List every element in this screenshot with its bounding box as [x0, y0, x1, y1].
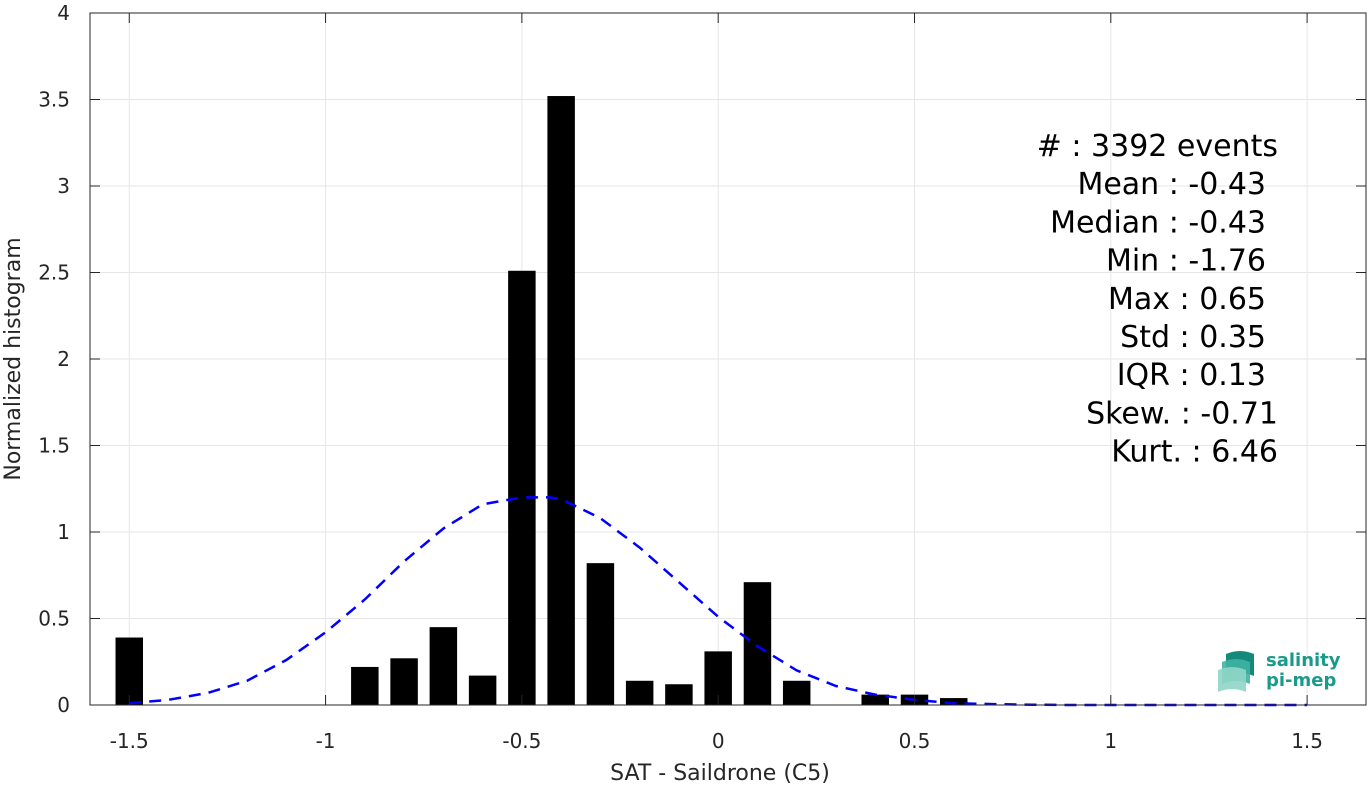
y-tick-label: 0.5: [38, 607, 70, 631]
histogram-bar: [115, 637, 144, 705]
stat-line: Min : -1.76: [1106, 244, 1266, 279]
stat-line: Std : 0.35: [1120, 320, 1266, 355]
axis-ticks: [90, 12, 1366, 706]
histogram-bar: [508, 270, 536, 705]
stat-line: Max : 0.65: [1108, 282, 1266, 317]
logo-line-1: salinity: [1266, 650, 1341, 671]
y-tick-label: 4: [57, 1, 70, 25]
normal-fit-curve: [129, 496, 1308, 707]
y-tick-label: 1.5: [38, 434, 70, 458]
histogram-bars: [115, 96, 968, 706]
x-tick-label: 0.5: [899, 729, 931, 753]
histogram-bar: [586, 563, 615, 705]
y-axis-label: Normalized histogram: [1, 237, 26, 480]
x-tick-label: -0.5: [502, 729, 541, 753]
stat-line: Kurt. : 6.46: [1111, 435, 1278, 470]
histogram-bar: [625, 680, 654, 705]
stat-line: IQR : 0.13: [1117, 358, 1266, 393]
histogram-bar: [390, 658, 418, 705]
histogram-bar: [547, 96, 575, 706]
stat-line: Median : -0.43: [1050, 205, 1266, 240]
x-tick-label: 1.5: [1291, 729, 1323, 753]
stat-line: Skew. : -0.71: [1086, 396, 1278, 431]
y-tick-label: 0: [57, 693, 70, 717]
histogram-bar: [743, 582, 772, 705]
logo-line-2: pi-mep: [1266, 670, 1336, 691]
salinity-pi-mep-logo: salinity pi-mep: [1218, 650, 1341, 692]
stat-line: Mean : -0.43: [1077, 167, 1266, 202]
histogram-bar: [429, 627, 458, 705]
y-tick-labels: 0 0.5 1 1.5 2 2.5 3 3.5 4: [38, 1, 70, 717]
histogram-bar: [665, 684, 693, 705]
x-tick-label: 1: [1104, 729, 1117, 753]
stat-line: # : 3392 events: [1037, 129, 1278, 164]
y-tick-label: 3: [57, 174, 70, 198]
histogram-bar: [782, 680, 811, 705]
histogram-bar: [861, 694, 889, 705]
x-tick-label: -1: [316, 729, 336, 753]
y-tick-label: 3.5: [38, 88, 70, 112]
y-tick-label: 2: [57, 347, 70, 371]
histogram-bar: [468, 675, 497, 705]
histogram-bar: [351, 666, 379, 705]
x-tick-label: 0: [712, 729, 725, 753]
wave-logo-icon: [1218, 651, 1254, 692]
x-tick-label: -1.5: [110, 729, 149, 753]
histogram-bar: [940, 698, 968, 705]
y-tick-label: 1: [57, 520, 70, 544]
x-tick-labels: -1.5 -1 -0.5 0 0.5 1 1.5: [110, 729, 1323, 753]
y-tick-label: 2.5: [38, 261, 70, 285]
x-axis-label: SAT - Saildrone (C5): [610, 761, 830, 785]
